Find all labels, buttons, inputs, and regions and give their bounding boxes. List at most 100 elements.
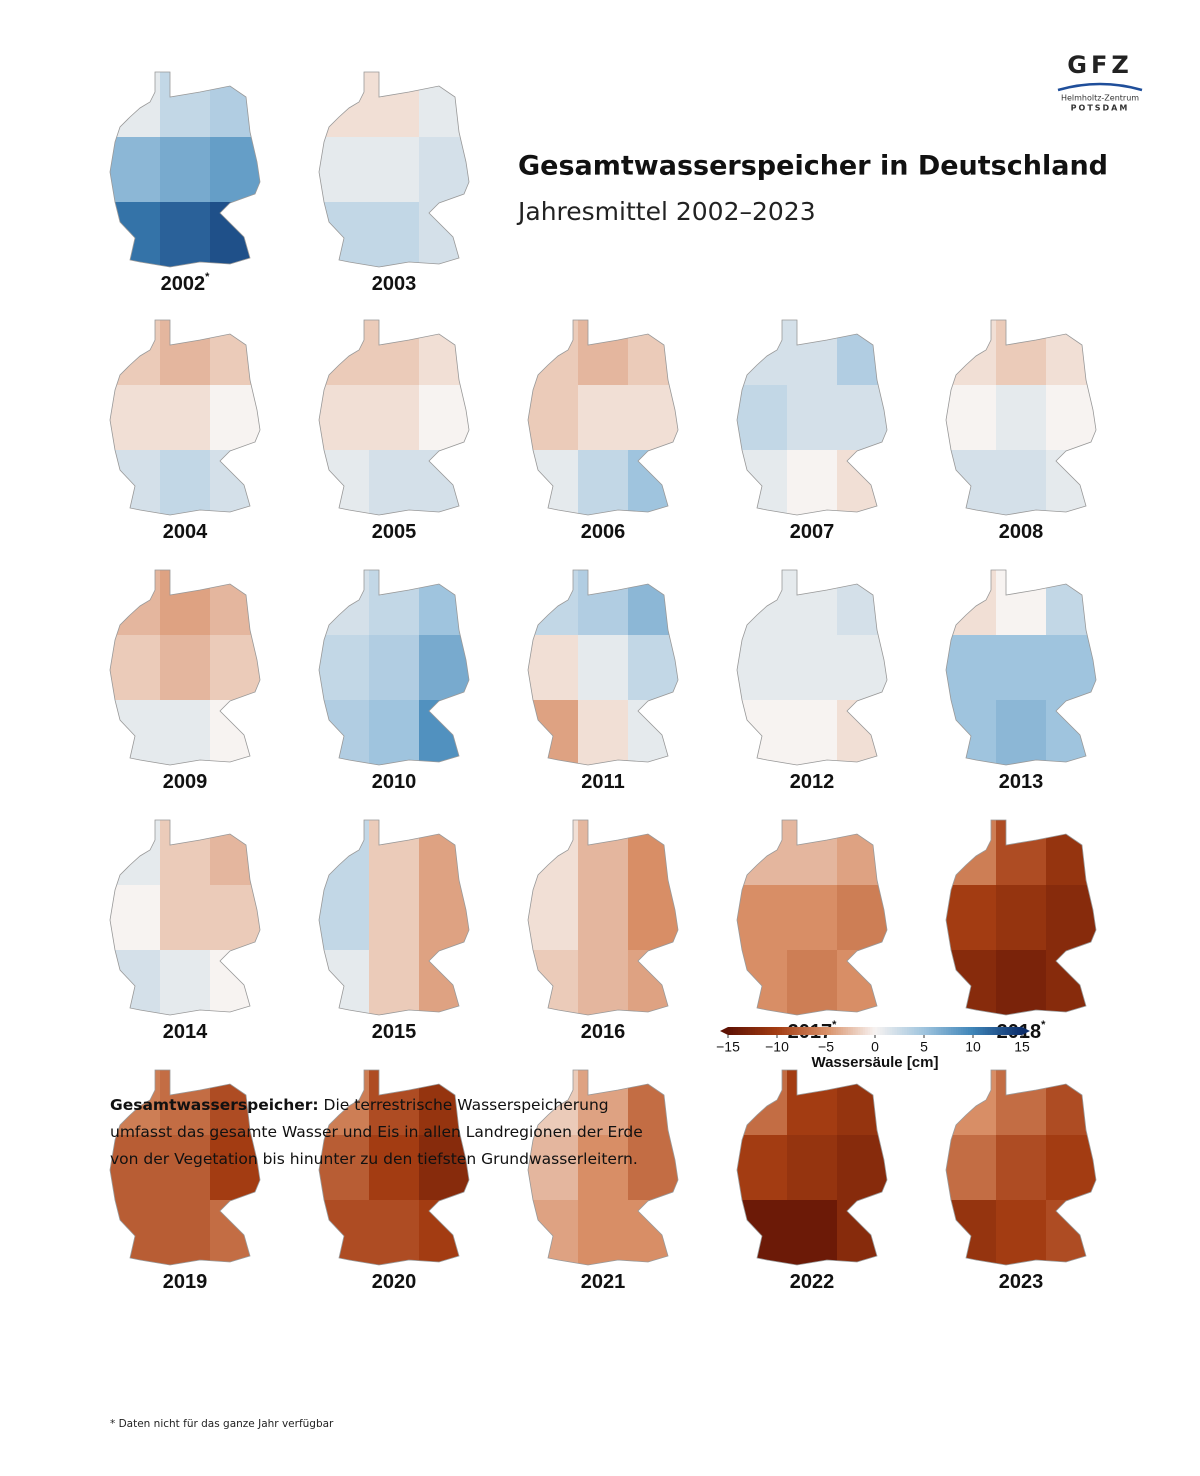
cell <box>578 570 629 636</box>
colorbar-segment <box>1002 1027 1006 1035</box>
map <box>109 319 261 516</box>
cell <box>528 885 579 951</box>
colorbar-segment <box>860 1027 864 1035</box>
cell <box>1046 1070 1096 1136</box>
cell <box>369 885 420 951</box>
cell <box>578 385 629 451</box>
colorbar-segment <box>772 1027 775 1035</box>
cell <box>319 635 370 701</box>
outline <box>109 319 261 516</box>
colorbar-segment <box>855 1027 859 1035</box>
year: 2015 <box>372 1021 417 1043</box>
cell <box>578 320 629 386</box>
colorbar-segment <box>931 1027 935 1035</box>
cell <box>996 885 1047 951</box>
outline <box>945 819 1097 1016</box>
cell <box>419 137 469 203</box>
outline <box>318 1069 470 1266</box>
cell <box>737 820 788 886</box>
colorbar-segment <box>968 1027 971 1035</box>
cell <box>628 635 678 701</box>
year: 2004 <box>163 521 208 543</box>
year-label: 2004 <box>163 521 208 543</box>
cell <box>528 1135 579 1201</box>
map <box>318 569 470 766</box>
cell <box>787 1200 838 1265</box>
cell <box>787 1070 838 1136</box>
cell <box>737 385 788 451</box>
cell <box>787 1135 838 1201</box>
outline <box>736 1069 888 1266</box>
colorbar-tick-label: 10 <box>965 1039 981 1055</box>
cell <box>628 450 678 515</box>
cell <box>737 570 788 636</box>
cell <box>837 700 887 765</box>
cell <box>1046 385 1096 451</box>
colorbar-tick-label: 5 <box>920 1039 928 1055</box>
year: 2019 <box>163 1271 208 1293</box>
colorbar-segment <box>926 1027 930 1035</box>
map <box>527 319 679 516</box>
colorbar-segment <box>894 1027 898 1035</box>
cell <box>737 1070 788 1136</box>
outline <box>318 819 470 1016</box>
cell <box>837 1200 887 1265</box>
colorbar-segment <box>848 1027 851 1035</box>
logo-line2: POTSDAM <box>1071 104 1130 113</box>
colorbar-segment <box>745 1027 748 1035</box>
cell <box>787 635 838 701</box>
cell <box>996 1200 1047 1265</box>
colorbar-segment <box>862 1027 866 1035</box>
cell <box>419 450 469 515</box>
cell <box>210 320 260 386</box>
map <box>318 71 470 268</box>
cell <box>160 450 211 515</box>
colorbar-segment <box>796 1027 800 1035</box>
colorbar-segment <box>821 1027 824 1035</box>
map <box>109 819 261 1016</box>
cell <box>837 320 887 386</box>
cell <box>369 385 420 451</box>
outline <box>109 71 261 268</box>
colorbar-end-high <box>1022 1027 1030 1035</box>
map <box>318 319 470 516</box>
cell <box>837 820 887 886</box>
year-label: 2015 <box>372 1021 417 1043</box>
cell <box>628 570 678 636</box>
cell <box>369 1200 420 1265</box>
colorbar-segment <box>806 1027 810 1035</box>
map-cells <box>737 820 887 1015</box>
cell <box>946 885 997 951</box>
cell <box>110 320 161 386</box>
cell <box>1046 885 1096 951</box>
cell <box>996 450 1047 515</box>
year: 2021 <box>581 1271 626 1293</box>
colorbar-segment <box>840 1027 844 1035</box>
year-label: 2011 <box>581 771 624 793</box>
cell <box>578 450 629 515</box>
year: 2008 <box>999 521 1044 543</box>
cell <box>628 700 678 765</box>
colorbar-segment <box>992 1027 996 1035</box>
cell <box>110 885 161 951</box>
outline <box>109 569 261 766</box>
cell <box>160 700 211 765</box>
colorbar-segment <box>735 1027 739 1035</box>
cell <box>837 385 887 451</box>
colorbar-segment <box>816 1027 820 1035</box>
colorbar-segment <box>774 1027 778 1035</box>
year-label: 2016 <box>581 1021 626 1043</box>
cell <box>160 72 211 138</box>
colorbar-segment <box>799 1027 802 1035</box>
cell <box>160 635 211 701</box>
cell <box>996 1135 1047 1201</box>
colorbar-segment <box>845 1027 849 1035</box>
cell <box>837 1070 887 1136</box>
colorbar-label: Wassersäule [cm] <box>811 1054 938 1071</box>
definition-text: Die terrestrische Wasserspeicherung umfa… <box>110 1096 643 1168</box>
colorbar-segment <box>728 1027 731 1035</box>
cell <box>946 635 997 701</box>
cell <box>210 450 260 515</box>
footnote: * Daten nicht für das ganze Jahr verfügb… <box>110 1418 334 1430</box>
colorbar-segment <box>757 1027 761 1035</box>
